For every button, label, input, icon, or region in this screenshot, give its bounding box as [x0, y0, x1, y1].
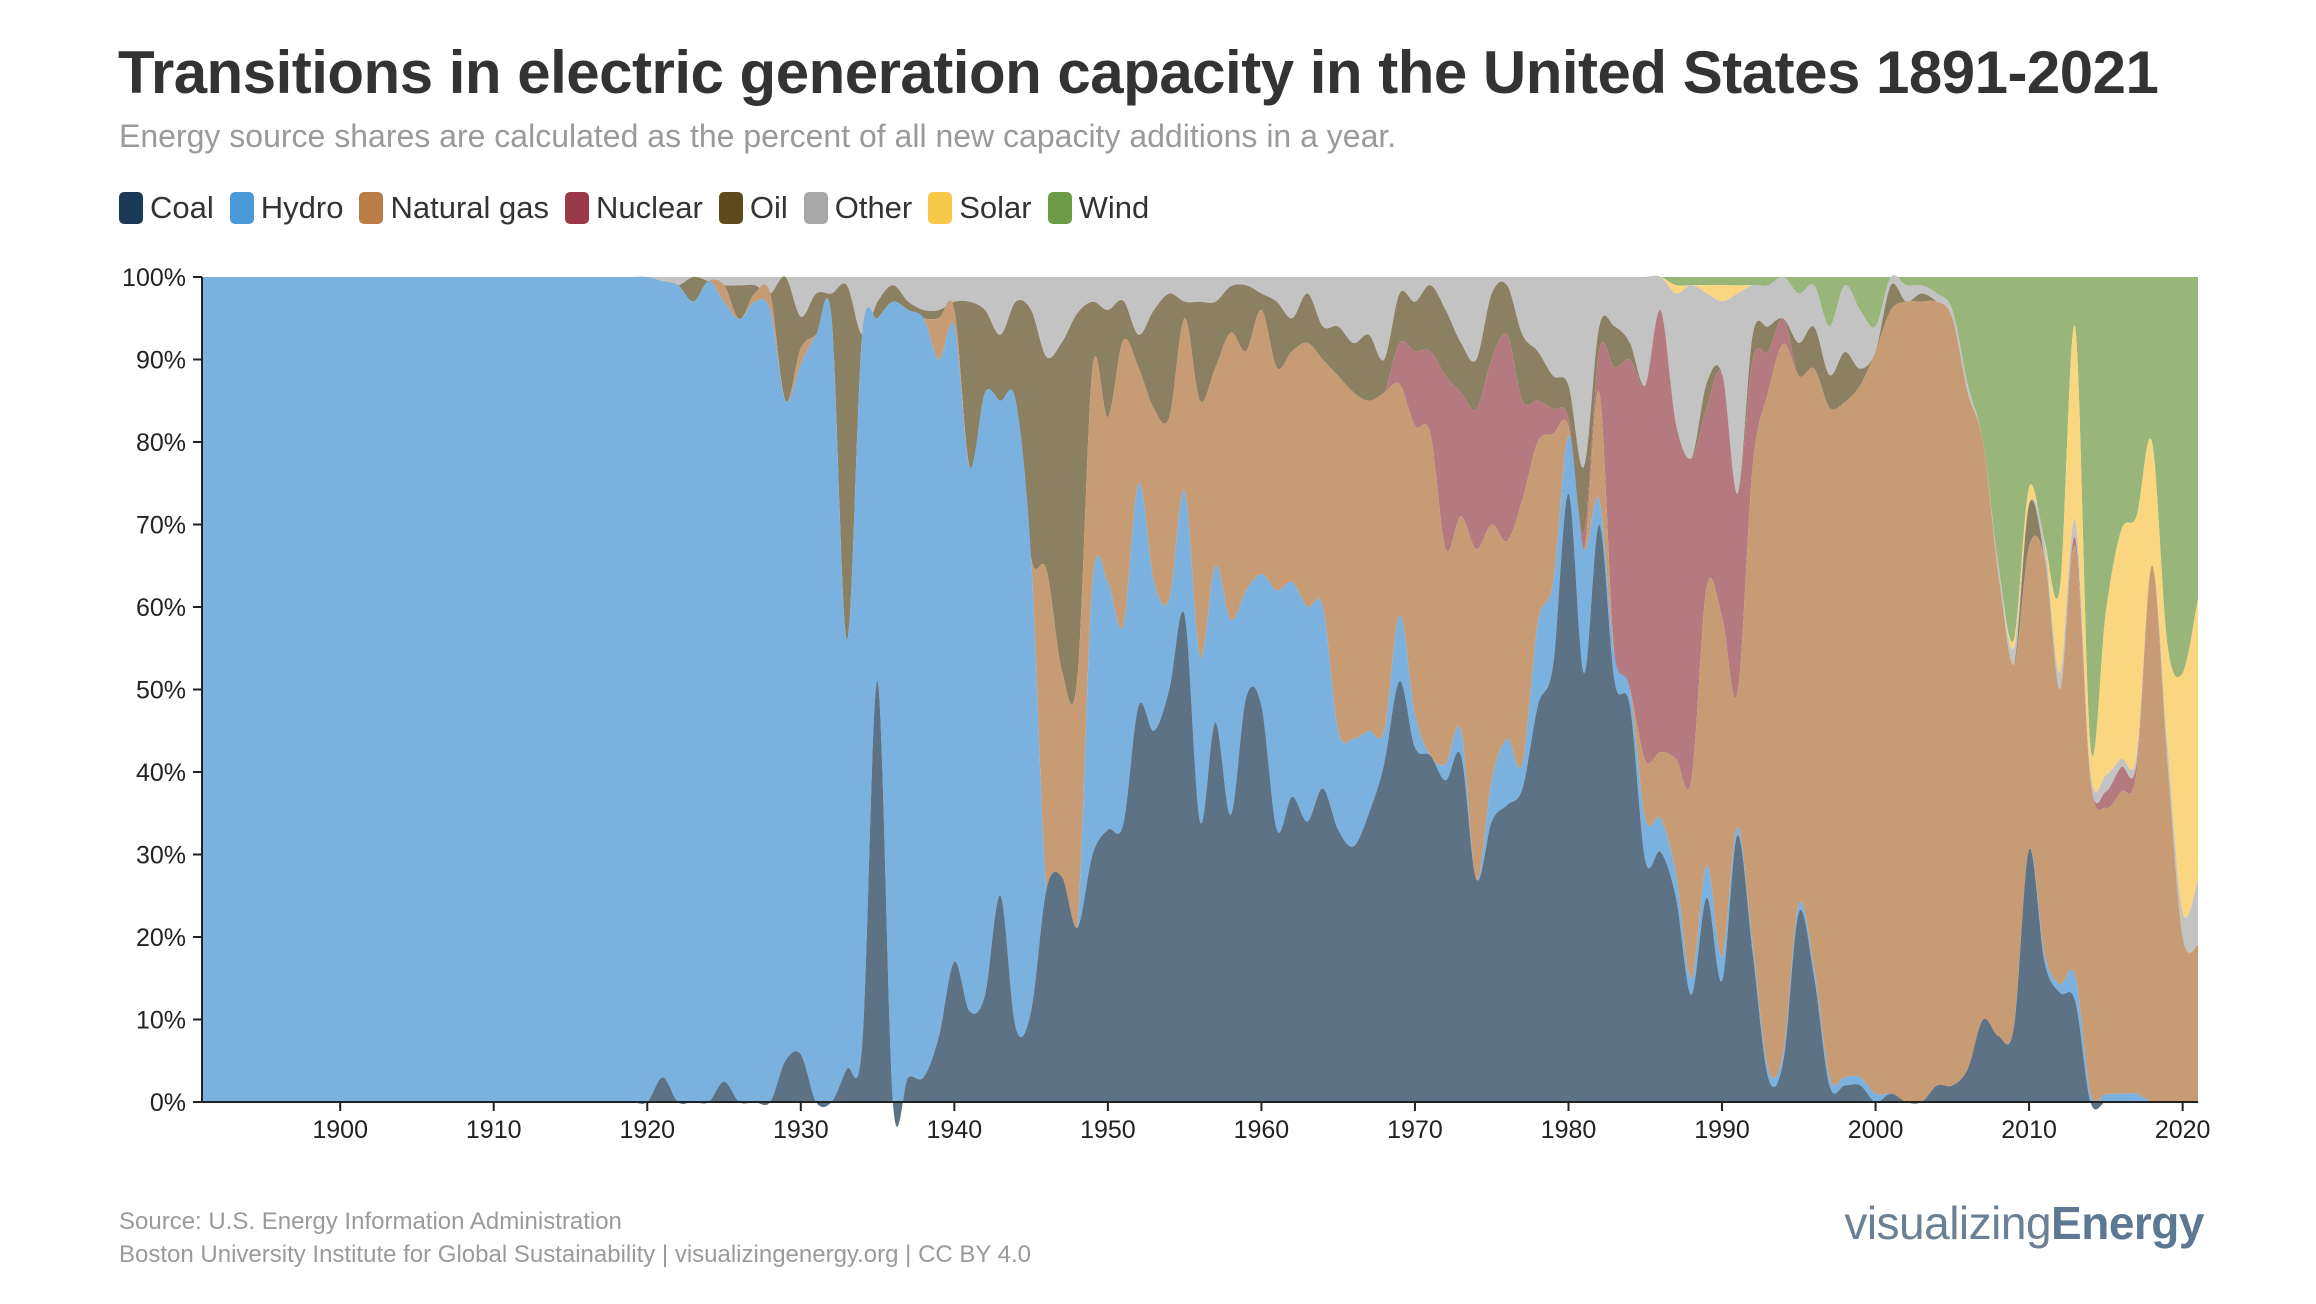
legend-label: Coal	[150, 190, 214, 225]
y-tick-label: 90%	[136, 347, 186, 375]
x-tick-label: 2000	[1848, 1116, 1904, 1144]
legend-item-hydro[interactable]: Hydro	[229, 190, 344, 226]
legend-swatch	[229, 192, 254, 224]
x-tick-label: 1970	[1387, 1116, 1443, 1144]
legend: Coal Hydro Natural gas Nuclear Oil Other…	[119, 190, 1165, 226]
legend-label: Natural gas	[390, 190, 549, 225]
legend-swatch	[1047, 192, 1072, 224]
x-tick-label: 1920	[619, 1116, 675, 1144]
legend-label: Oil	[749, 190, 788, 225]
x-tick-label: 2020	[2155, 1116, 2211, 1144]
y-tick-label: 10%	[136, 1007, 186, 1035]
y-tick-label: 50%	[136, 677, 186, 705]
legend-label: Solar	[959, 190, 1032, 225]
legend-item-oil[interactable]: Oil	[718, 190, 788, 226]
x-tick-label: 1950	[1080, 1116, 1136, 1144]
legend-swatch	[928, 192, 953, 224]
legend-item-solar[interactable]: Solar	[928, 190, 1032, 226]
x-tick-label: 1980	[1541, 1116, 1597, 1144]
x-tick-label: 1990	[1694, 1116, 1750, 1144]
y-tick-label: 30%	[136, 842, 186, 870]
legend-label: Wind	[1078, 190, 1150, 225]
x-tick-label: 1930	[773, 1116, 829, 1144]
legend-swatch	[803, 192, 828, 224]
legend-swatch	[718, 192, 743, 224]
area-coal	[202, 493, 2198, 1127]
source-note: Source: U.S. Energy Information Administ…	[119, 1208, 622, 1235]
legend-item-other[interactable]: Other	[803, 190, 913, 226]
x-tick-label: 1900	[312, 1116, 368, 1144]
x-tick-label: 2010	[2001, 1116, 2057, 1144]
y-tick-label: 60%	[136, 594, 186, 622]
y-tick-label: 20%	[136, 924, 186, 952]
y-tick-label: 80%	[136, 429, 186, 457]
x-tick-label: 1910	[466, 1116, 522, 1144]
credit-note: Boston University Institute for Global S…	[119, 1241, 1032, 1268]
brand-logo-light: visualizing	[1844, 1197, 2052, 1249]
area-nuclear	[202, 276, 2198, 953]
brand-logo-bold: Energy	[2051, 1197, 2204, 1249]
y-tick-label: 0%	[150, 1089, 186, 1117]
chart-title: Transitions in electric generation capac…	[118, 39, 2159, 106]
legend-swatch	[359, 192, 384, 224]
y-tick-label: 40%	[136, 759, 186, 787]
area-wind	[202, 275, 2198, 757]
legend-label: Nuclear	[596, 190, 703, 225]
chart-subtitle: Energy source shares are calculated as t…	[119, 118, 1397, 154]
y-tick-label: 100%	[122, 264, 186, 292]
legend-item-wind[interactable]: Wind	[1047, 190, 1150, 226]
brand-logo: visualizingEnergy	[1844, 1196, 2204, 1250]
footer: Source: U.S. Energy Information Administ…	[119, 1205, 1031, 1271]
area-natural-gas	[202, 276, 2198, 1104]
legend-label: Other	[834, 190, 913, 225]
legend-item-nuclear[interactable]: Nuclear	[565, 190, 703, 226]
legend-item-natural-gas[interactable]: Natural gas	[359, 190, 549, 226]
legend-label: Hydro	[260, 190, 344, 225]
legend-swatch	[119, 192, 143, 224]
x-tick-label: 1960	[1234, 1116, 1290, 1144]
area-hydro	[202, 276, 2198, 1127]
y-tick-label: 70%	[136, 512, 186, 540]
legend-item-coal[interactable]: Coal	[119, 190, 214, 226]
legend-swatch	[565, 192, 589, 224]
x-tick-label: 1940	[927, 1116, 983, 1144]
